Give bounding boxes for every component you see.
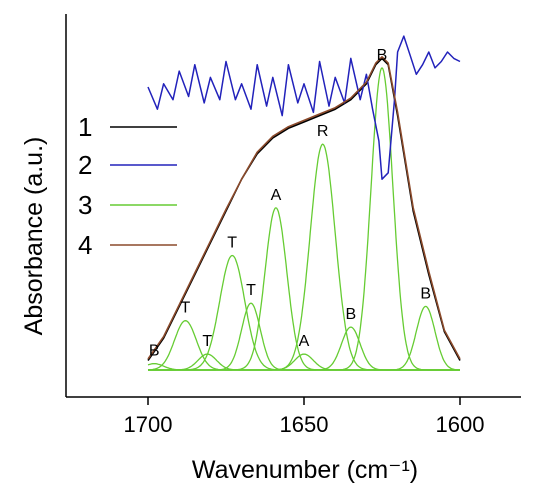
legend-label-4: 4 — [78, 230, 92, 260]
plot-curves — [147, 35, 461, 371]
component-curve-10 — [148, 66, 460, 371]
legend: 1 2 3 4 — [78, 112, 177, 260]
band-label-5: T — [246, 282, 256, 299]
band-label-8: R — [317, 123, 329, 140]
band-label-3: T — [202, 333, 212, 350]
y-axis-title: Absorbance (a.u.) — [20, 137, 48, 336]
series-line-2 — [147, 35, 461, 180]
x-tick-label-1700: 1700 — [124, 412, 173, 437]
legend-label-1: 1 — [78, 112, 92, 142]
band-label-4: T — [227, 235, 237, 252]
legend-label-3: 3 — [78, 190, 92, 220]
band-label-9: B — [345, 306, 356, 323]
band-label-2: T — [181, 300, 191, 317]
series-line-4 — [147, 55, 461, 360]
band-label-7: A — [299, 333, 310, 350]
x-axis-title: Wavenumber (cm⁻¹) — [192, 456, 418, 484]
band-label-1: B — [149, 343, 160, 360]
band-label-11: B — [420, 285, 431, 302]
component-curve-7 — [148, 353, 460, 371]
legend-label-2: 2 — [78, 150, 92, 180]
x-tick-label-1650: 1650 — [280, 412, 329, 437]
x-ticks: 1700 1650 1600 — [124, 397, 485, 437]
band-label-6: A — [271, 187, 282, 204]
band-label-10: B — [377, 47, 388, 64]
component-curve-3 — [148, 353, 460, 371]
x-tick-label-1600: 1600 — [436, 412, 485, 437]
component-curve-11 — [148, 305, 460, 371]
